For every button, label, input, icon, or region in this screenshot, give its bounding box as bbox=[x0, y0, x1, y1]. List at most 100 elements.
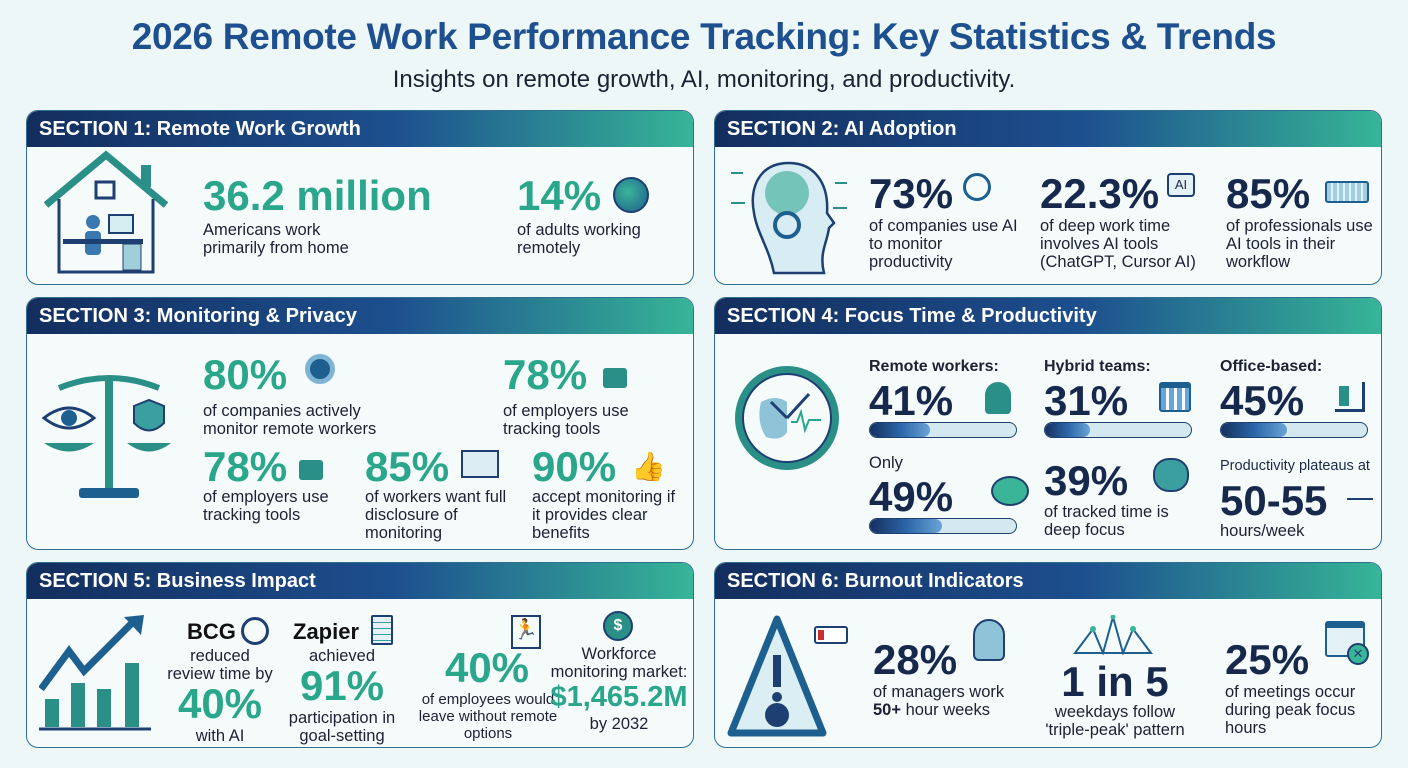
page-title: 2026 Remote Work Performance Tracking: K… bbox=[131, 16, 1277, 57]
s3-stat-monitor: 80% bbox=[203, 351, 288, 398]
s2-desc-deep-work: of deep work time involves AI tools (Cha… bbox=[1040, 217, 1196, 271]
s6-stat-triple-peak: 1 in 5 bbox=[1061, 658, 1169, 705]
s3-stat-disclosure: 85% bbox=[365, 443, 450, 490]
tired-person-icon bbox=[973, 619, 1005, 661]
s3-desc-tracking-1: of employers use tracking tools bbox=[503, 402, 629, 438]
lock-icon bbox=[299, 460, 323, 480]
s4-label-office: Office-based: bbox=[1220, 358, 1323, 375]
s3-stat-tracking-2: 78% bbox=[203, 443, 288, 490]
s5-bcg-suffix: with AI bbox=[195, 727, 245, 745]
s5-bcg-name: BCG bbox=[187, 619, 236, 644]
s2-stat-monitor: 73% bbox=[869, 170, 954, 217]
lock-icon bbox=[603, 368, 627, 388]
calendar-icon bbox=[1159, 382, 1191, 412]
s3-stat-accept: 90% bbox=[532, 443, 617, 490]
s6-desc-meetings: of meetings occur during peak focus hour… bbox=[1225, 683, 1356, 737]
s6-desc-managers-c: hour weeks bbox=[901, 701, 990, 719]
headset-user-icon bbox=[985, 382, 1011, 414]
s5-leave-stat: 40% bbox=[444, 644, 530, 691]
s4-stat-only: 49% bbox=[869, 473, 954, 520]
cancel-x-icon: ✕ bbox=[1347, 643, 1369, 665]
s4-label-remote: Remote workers: bbox=[869, 358, 999, 375]
s4-stat-deep-focus: 39% bbox=[1044, 457, 1129, 504]
burnout-warning-icon bbox=[727, 615, 848, 737]
magnifier-chart-icon bbox=[963, 173, 991, 201]
s6-desc-managers-b: 50+ bbox=[873, 701, 901, 719]
clock-brain-icon bbox=[735, 366, 839, 470]
home-office-icon bbox=[43, 150, 169, 274]
page-subtitle: Insights on remote growth, AI, monitorin… bbox=[392, 66, 1016, 93]
s4-label-plateau: Productivity plateaus at bbox=[1220, 458, 1370, 474]
s5-zapier-suffix: participation in goal-setting bbox=[288, 709, 396, 745]
s6-desc-triple-peak: weekdays follow 'triple-peak' pattern bbox=[1045, 703, 1185, 739]
s3-desc-accept: accept monitoring if it provides clear b… bbox=[532, 488, 676, 542]
s6-desc-managers-a: of managers work bbox=[873, 683, 1005, 701]
thumbs-up-check-icon: 👍 bbox=[631, 451, 666, 482]
clipboard-checklist-icon bbox=[371, 615, 393, 645]
s4-bar-office bbox=[1220, 422, 1368, 438]
s5-zapier-stat: 91% bbox=[299, 662, 385, 709]
s5-bcg-stat: 40% bbox=[177, 680, 263, 727]
s4-desc-deep-focus: of tracked time is deep focus bbox=[1044, 503, 1169, 539]
s4-bar-hybrid bbox=[1044, 422, 1192, 438]
section-4-panel: SECTION 4: Focus Time & Productivity Rem… bbox=[714, 297, 1382, 550]
s5-market-label: Workforce monitoring market: bbox=[550, 645, 688, 681]
section-5-panel: SECTION 5: Business Impact BCG reduced r… bbox=[26, 562, 694, 748]
s5-bcg-desc: reduced review time by bbox=[167, 647, 273, 683]
s1-desc-americans: Americans work primarily from home bbox=[203, 221, 349, 257]
s4-bar-remote bbox=[869, 422, 1017, 438]
section-1-header: SECTION 1: Remote Work Growth bbox=[27, 111, 693, 147]
s4-label-only: Only bbox=[869, 454, 903, 472]
s3-desc-tracking-2: of employers use tracking tools bbox=[203, 488, 329, 524]
stopwatch-icon bbox=[241, 617, 269, 645]
section-5-header: SECTION 5: Business Impact bbox=[27, 563, 693, 599]
ai-chat-icon: AI bbox=[1167, 173, 1195, 197]
webcam-icon bbox=[305, 354, 335, 384]
ai-head-icon bbox=[731, 161, 847, 275]
section-3-panel: SECTION 3: Monitoring & Privacy 80% of c… bbox=[26, 297, 694, 550]
s5-leave-desc: of employees would leave without remote … bbox=[418, 691, 558, 742]
s6-stat-meetings: 25% bbox=[1225, 636, 1310, 683]
s4-label-hybrid: Hybrid teams: bbox=[1044, 358, 1151, 375]
s4-bar-office-fill bbox=[1221, 423, 1287, 437]
desk-worker-icon bbox=[1335, 382, 1365, 412]
s4-stat-remote: 41% bbox=[869, 377, 954, 424]
section-6-header: SECTION 6: Burnout Indicators bbox=[715, 563, 1381, 599]
s2-stat-professionals: 85% bbox=[1226, 170, 1311, 217]
s5-market-stat: $1,465.2M bbox=[550, 681, 688, 713]
section-6-panel: SECTION 6: Burnout Indicators 28% of man… bbox=[714, 562, 1382, 748]
s1-stat-americans: 36.2 million bbox=[203, 172, 432, 219]
s3-desc-monitor: of companies actively monitor remote wor… bbox=[203, 402, 377, 438]
section-3-header: SECTION 3: Monitoring & Privacy bbox=[27, 298, 693, 334]
s4-bar-hybrid-fill bbox=[1045, 423, 1091, 437]
s2-desc-monitor: of companies use AI to monitor productiv… bbox=[869, 217, 1018, 271]
s4-stat-office: 45% bbox=[1220, 377, 1305, 424]
triple-peak-icon bbox=[1073, 615, 1153, 655]
s6-stat-managers: 28% bbox=[873, 636, 958, 683]
range-line-icon bbox=[1347, 498, 1373, 500]
s4-unit-plateau: hours/week bbox=[1220, 522, 1305, 540]
s3-stat-tracking-1: 78% bbox=[503, 351, 588, 398]
s2-desc-professionals: of professionals use AI tools in their w… bbox=[1226, 217, 1373, 271]
s6-desc-managers: of managers work 50+ hour weeks bbox=[873, 683, 1023, 719]
s5-zapier-desc: achieved bbox=[308, 647, 376, 665]
s4-bar-only-fill bbox=[870, 519, 942, 533]
section-4-header: SECTION 4: Focus Time & Productivity bbox=[715, 298, 1381, 334]
exit-door-icon: 🏃 bbox=[511, 615, 541, 649]
s4-bar-only bbox=[869, 518, 1017, 534]
keyboard-icon bbox=[1325, 181, 1369, 203]
s3-desc-disclosure: of workers want full disclosure of monit… bbox=[365, 488, 507, 542]
s1-desc-adults: of adults working remotely bbox=[517, 221, 641, 257]
s2-stat-deep-work: 22.3% bbox=[1040, 170, 1160, 217]
section-2-header: SECTION 2: AI Adoption bbox=[715, 111, 1381, 147]
section-2-panel: SECTION 2: AI Adoption 73% of companies … bbox=[714, 110, 1382, 285]
s4-stat-hybrid: 31% bbox=[1044, 377, 1129, 424]
s4-bar-remote-fill bbox=[870, 423, 930, 437]
dollar-coin-icon: $ bbox=[603, 611, 633, 641]
brain-icon bbox=[1153, 458, 1189, 492]
s5-market-suffix: by 2032 bbox=[589, 715, 649, 733]
globe-icon bbox=[613, 177, 649, 213]
growth-chart-icon bbox=[39, 615, 151, 731]
s1-stat-adults: 14% bbox=[517, 172, 602, 219]
s5-zapier-name: Zapier bbox=[293, 619, 360, 644]
